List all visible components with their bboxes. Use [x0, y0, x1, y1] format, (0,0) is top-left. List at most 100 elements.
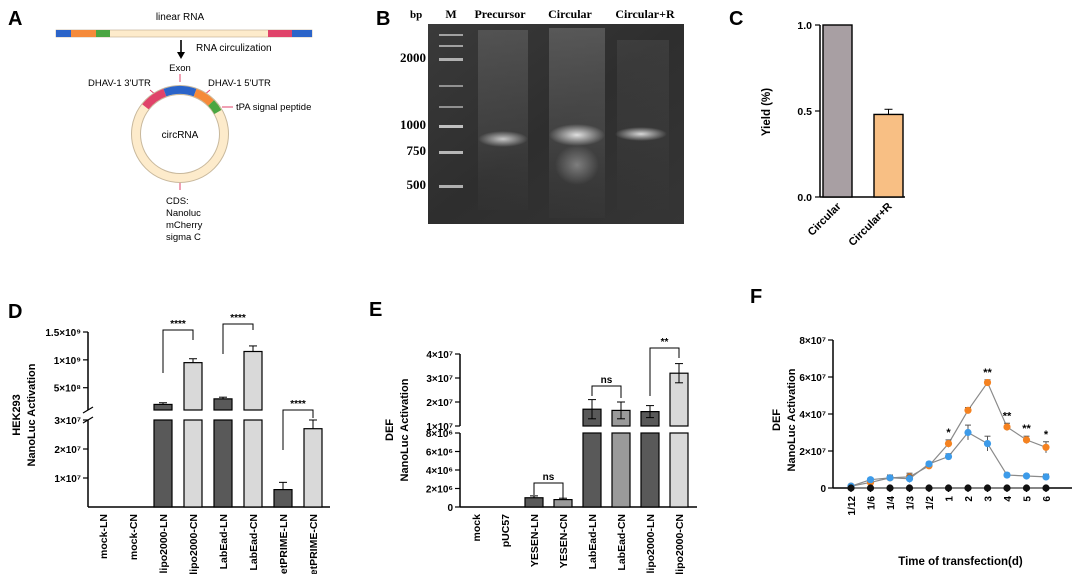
- panel-d-letter: D: [8, 301, 22, 323]
- ladder-label-750: 750: [407, 143, 427, 158]
- y-tick-label: 2×10⁶: [426, 485, 453, 496]
- series-3-point: [905, 484, 914, 492]
- series-1-point: [983, 378, 992, 387]
- circrna-ring: [131, 85, 229, 183]
- ladder-label-500: 500: [407, 177, 427, 192]
- y-tick-label: 6×10⁶: [426, 448, 453, 459]
- bar-lipo2000-ln-lower: [153, 419, 173, 508]
- lane-label-circular: Circular: [548, 7, 592, 21]
- x-tick-label: 1/4: [886, 496, 897, 510]
- y-tick-label: 4×10⁶: [426, 466, 453, 477]
- x-tick-label: LabEad-LN: [587, 514, 599, 569]
- circulization-label: RNA circulization: [196, 43, 272, 54]
- x-tick-label: mock-LN: [98, 514, 110, 559]
- series-3-point: [886, 484, 894, 492]
- series-3-point: [983, 484, 992, 492]
- panel-f-chart: F 0 2×10⁷ 4×10⁷ 6×10⁷ 8×10⁷ DEF NanoLuc Activa…: [750, 286, 1072, 568]
- cds-line: Nanoluc: [166, 208, 201, 219]
- panel-e-letter: E: [369, 299, 382, 321]
- series-3-point: [1003, 484, 1011, 492]
- bar-lipo2000-cn-lower: [183, 419, 203, 508]
- bar-lipo2000-ln: [153, 403, 173, 411]
- series-3-point: [944, 484, 953, 492]
- panel-b-gel: B bp M Precursor Circular Circular+R: [376, 7, 684, 224]
- bar-yesen-ln: [524, 497, 544, 508]
- bar-lipo2000-cn-lower: [669, 432, 689, 508]
- bar-circular: [822, 24, 853, 198]
- sig-lipo2000-label: **: [661, 337, 669, 348]
- lane-precursor: [478, 30, 528, 210]
- x-tick-label: LabEad-CN: [616, 514, 628, 571]
- x-tick-label: lipo2000-LN: [158, 514, 170, 574]
- x-tick-label: 5: [1023, 496, 1034, 502]
- y-axis-title: DEF: [384, 419, 396, 441]
- x-tick-label: jetPRIME-LN: [278, 514, 290, 574]
- sig-lipo2000-bracket: [649, 347, 680, 396]
- y-tick-label: 2×10⁷: [54, 445, 81, 456]
- series-2-point: [925, 460, 933, 468]
- series-1-point: [1003, 423, 1011, 431]
- exon-label: Exon: [169, 63, 191, 74]
- y-tick-label: 1×10⁹: [54, 356, 82, 367]
- series-2-point: [886, 474, 894, 482]
- y-tick-label: 4×10⁷: [426, 350, 453, 361]
- sig-labead-bracket: [222, 323, 254, 354]
- panel-f-letter: F: [750, 286, 762, 308]
- bar-yesen-cn: [553, 499, 573, 508]
- x-tick-label: 1/2: [925, 496, 936, 510]
- y-axis-title: NanoLuc Activation: [26, 363, 38, 466]
- ladder-label-2000: 2000: [400, 50, 426, 65]
- series-2-point: [983, 440, 992, 448]
- lane-circular: [549, 28, 605, 218]
- series-1-point: [964, 406, 972, 414]
- axis-break-mark: [82, 406, 94, 414]
- x-tick-label: LabEad-LN: [218, 514, 230, 569]
- bar-labead-cn-lower: [243, 419, 263, 508]
- bar-lipo2000-cn: [183, 362, 203, 411]
- panel-c-letter: C: [729, 8, 743, 30]
- cds-description: CDS: Nanoluc mCherry sigma C: [166, 196, 203, 243]
- x-tick-label: 2: [964, 496, 975, 502]
- y-tick-label: 0: [447, 503, 453, 514]
- significance-mark: **: [1003, 410, 1012, 422]
- series-3-point: [1042, 484, 1050, 492]
- y-tick-label: 1×10⁷: [426, 422, 453, 433]
- y-tick-label: 1.5×10⁹: [45, 328, 81, 339]
- y-tick-label: 4×10⁷: [799, 410, 826, 421]
- panel-a-diagram: A linear RNA RNA circulization Exon DHAV…: [8, 8, 313, 243]
- series-2-point: [1003, 471, 1011, 479]
- tpa-label: tPA signal peptide: [236, 102, 311, 113]
- y-tick-label: 0.5: [797, 106, 812, 118]
- series-2-point: [866, 476, 875, 484]
- series-3-point: [847, 484, 855, 492]
- sig-lipo2000-label: ****: [170, 319, 186, 330]
- series-2-point: [905, 475, 914, 483]
- bar-labead-ln-lower: [582, 432, 602, 508]
- y-axis-title: Yield (%): [761, 88, 773, 136]
- panel-e-chart: E 1×10⁷ 2×10⁷ 3×10⁷ 4×10⁷ 0 2×10⁶ 4×10⁶ 6×10⁶ 8×…: [369, 299, 697, 574]
- y-tick-label: 5×10⁸: [54, 384, 82, 395]
- lane-circular-r: [615, 40, 669, 210]
- x-tick-label: YESEN-LN: [529, 514, 541, 567]
- utr3-label: DHAV-1 3'UTR: [88, 78, 151, 89]
- x-tick-label: Circular: [806, 200, 844, 238]
- series-1-point: [944, 440, 953, 448]
- x-tick-label: pUC57: [500, 514, 512, 547]
- down-arrow-icon: [177, 40, 185, 59]
- sig-jetprime-label: ****: [290, 399, 306, 410]
- bar-labead-cn-lower: [611, 432, 631, 508]
- x-tick-label: YESEN-CN: [558, 514, 570, 568]
- significance-mark: **: [983, 367, 992, 379]
- bar-jetprime-cn: [303, 428, 323, 508]
- significance-mark: *: [946, 427, 951, 439]
- cds-line: mCherry: [166, 220, 203, 231]
- marker-lane-label: M: [445, 7, 456, 21]
- y-tick-label: 1×10⁷: [54, 474, 81, 485]
- x-tick-label: mock: [471, 514, 483, 542]
- y-axis-title: NanoLuc Activation: [399, 378, 411, 481]
- ladder-bands: [439, 34, 463, 188]
- y-axis-title: DEF: [771, 409, 783, 431]
- ladder-size-labels: 2000 1000 750 500: [400, 50, 426, 192]
- x-tick-label: 1/12: [847, 496, 858, 516]
